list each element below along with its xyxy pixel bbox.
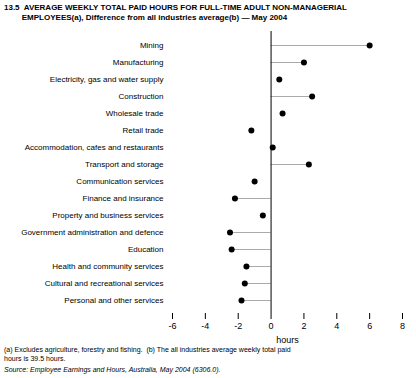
- svg-text:4: 4: [334, 321, 339, 331]
- svg-text:8: 8: [400, 321, 405, 331]
- html-text:EMPLOYEES(a), Difference from: EMPLOYEES(a), Difference from all indust…: [4, 13, 288, 22]
- html-text:Source: Employee Earnings and: Source: Employee Earnings and Hours, Aus…: [4, 366, 221, 373]
- svg-text:Education: Education: [128, 245, 164, 254]
- svg-text:2: 2: [301, 321, 306, 331]
- svg-text:Government administration and: Government administration and defence: [21, 228, 164, 237]
- svg-text:Accommodation, cafes and resta: Accommodation, cafes and restaurants: [25, 143, 164, 152]
- svg-text:Finance and insurance: Finance and insurance: [83, 194, 164, 203]
- svg-text:Retail trade: Retail trade: [123, 126, 164, 135]
- svg-text:Electricity, gas and water sup: Electricity, gas and water supply: [50, 75, 164, 84]
- svg-text:Construction: Construction: [119, 92, 164, 101]
- html-text:hours is 39.5 hours.: hours is 39.5 hours.: [4, 355, 66, 362]
- svg-text:Health and community services: Health and community services: [52, 262, 163, 271]
- svg-text:-2: -2: [234, 321, 242, 331]
- svg-text:hours: hours: [276, 335, 299, 345]
- svg-text:-6: -6: [168, 321, 176, 331]
- html-text:13.5 AVERAGE WEEKLY TOTAL PAID: 13.5 AVERAGE WEEKLY TOTAL PAID HOURS FOR…: [4, 3, 347, 12]
- svg-text:Property and business services: Property and business services: [52, 211, 163, 220]
- svg-text:Wholesale trade: Wholesale trade: [106, 109, 164, 118]
- svg-text:Personal and other services: Personal and other services: [64, 296, 163, 305]
- svg-text:Mining: Mining: [140, 41, 164, 50]
- svg-text:6: 6: [367, 321, 372, 331]
- svg-text:Cultural and recreational serv: Cultural and recreational services: [45, 279, 164, 288]
- svg-text:Manufacturing: Manufacturing: [113, 58, 164, 67]
- svg-text:-4: -4: [201, 321, 209, 331]
- svg-text:0: 0: [269, 321, 274, 331]
- svg-text:Communication services: Communication services: [76, 177, 163, 186]
- svg-text:Transport and storage: Transport and storage: [85, 160, 164, 169]
- html-text:(a) Excludes agriculture, fore: (a) Excludes agriculture, forestry and f…: [4, 346, 291, 353]
